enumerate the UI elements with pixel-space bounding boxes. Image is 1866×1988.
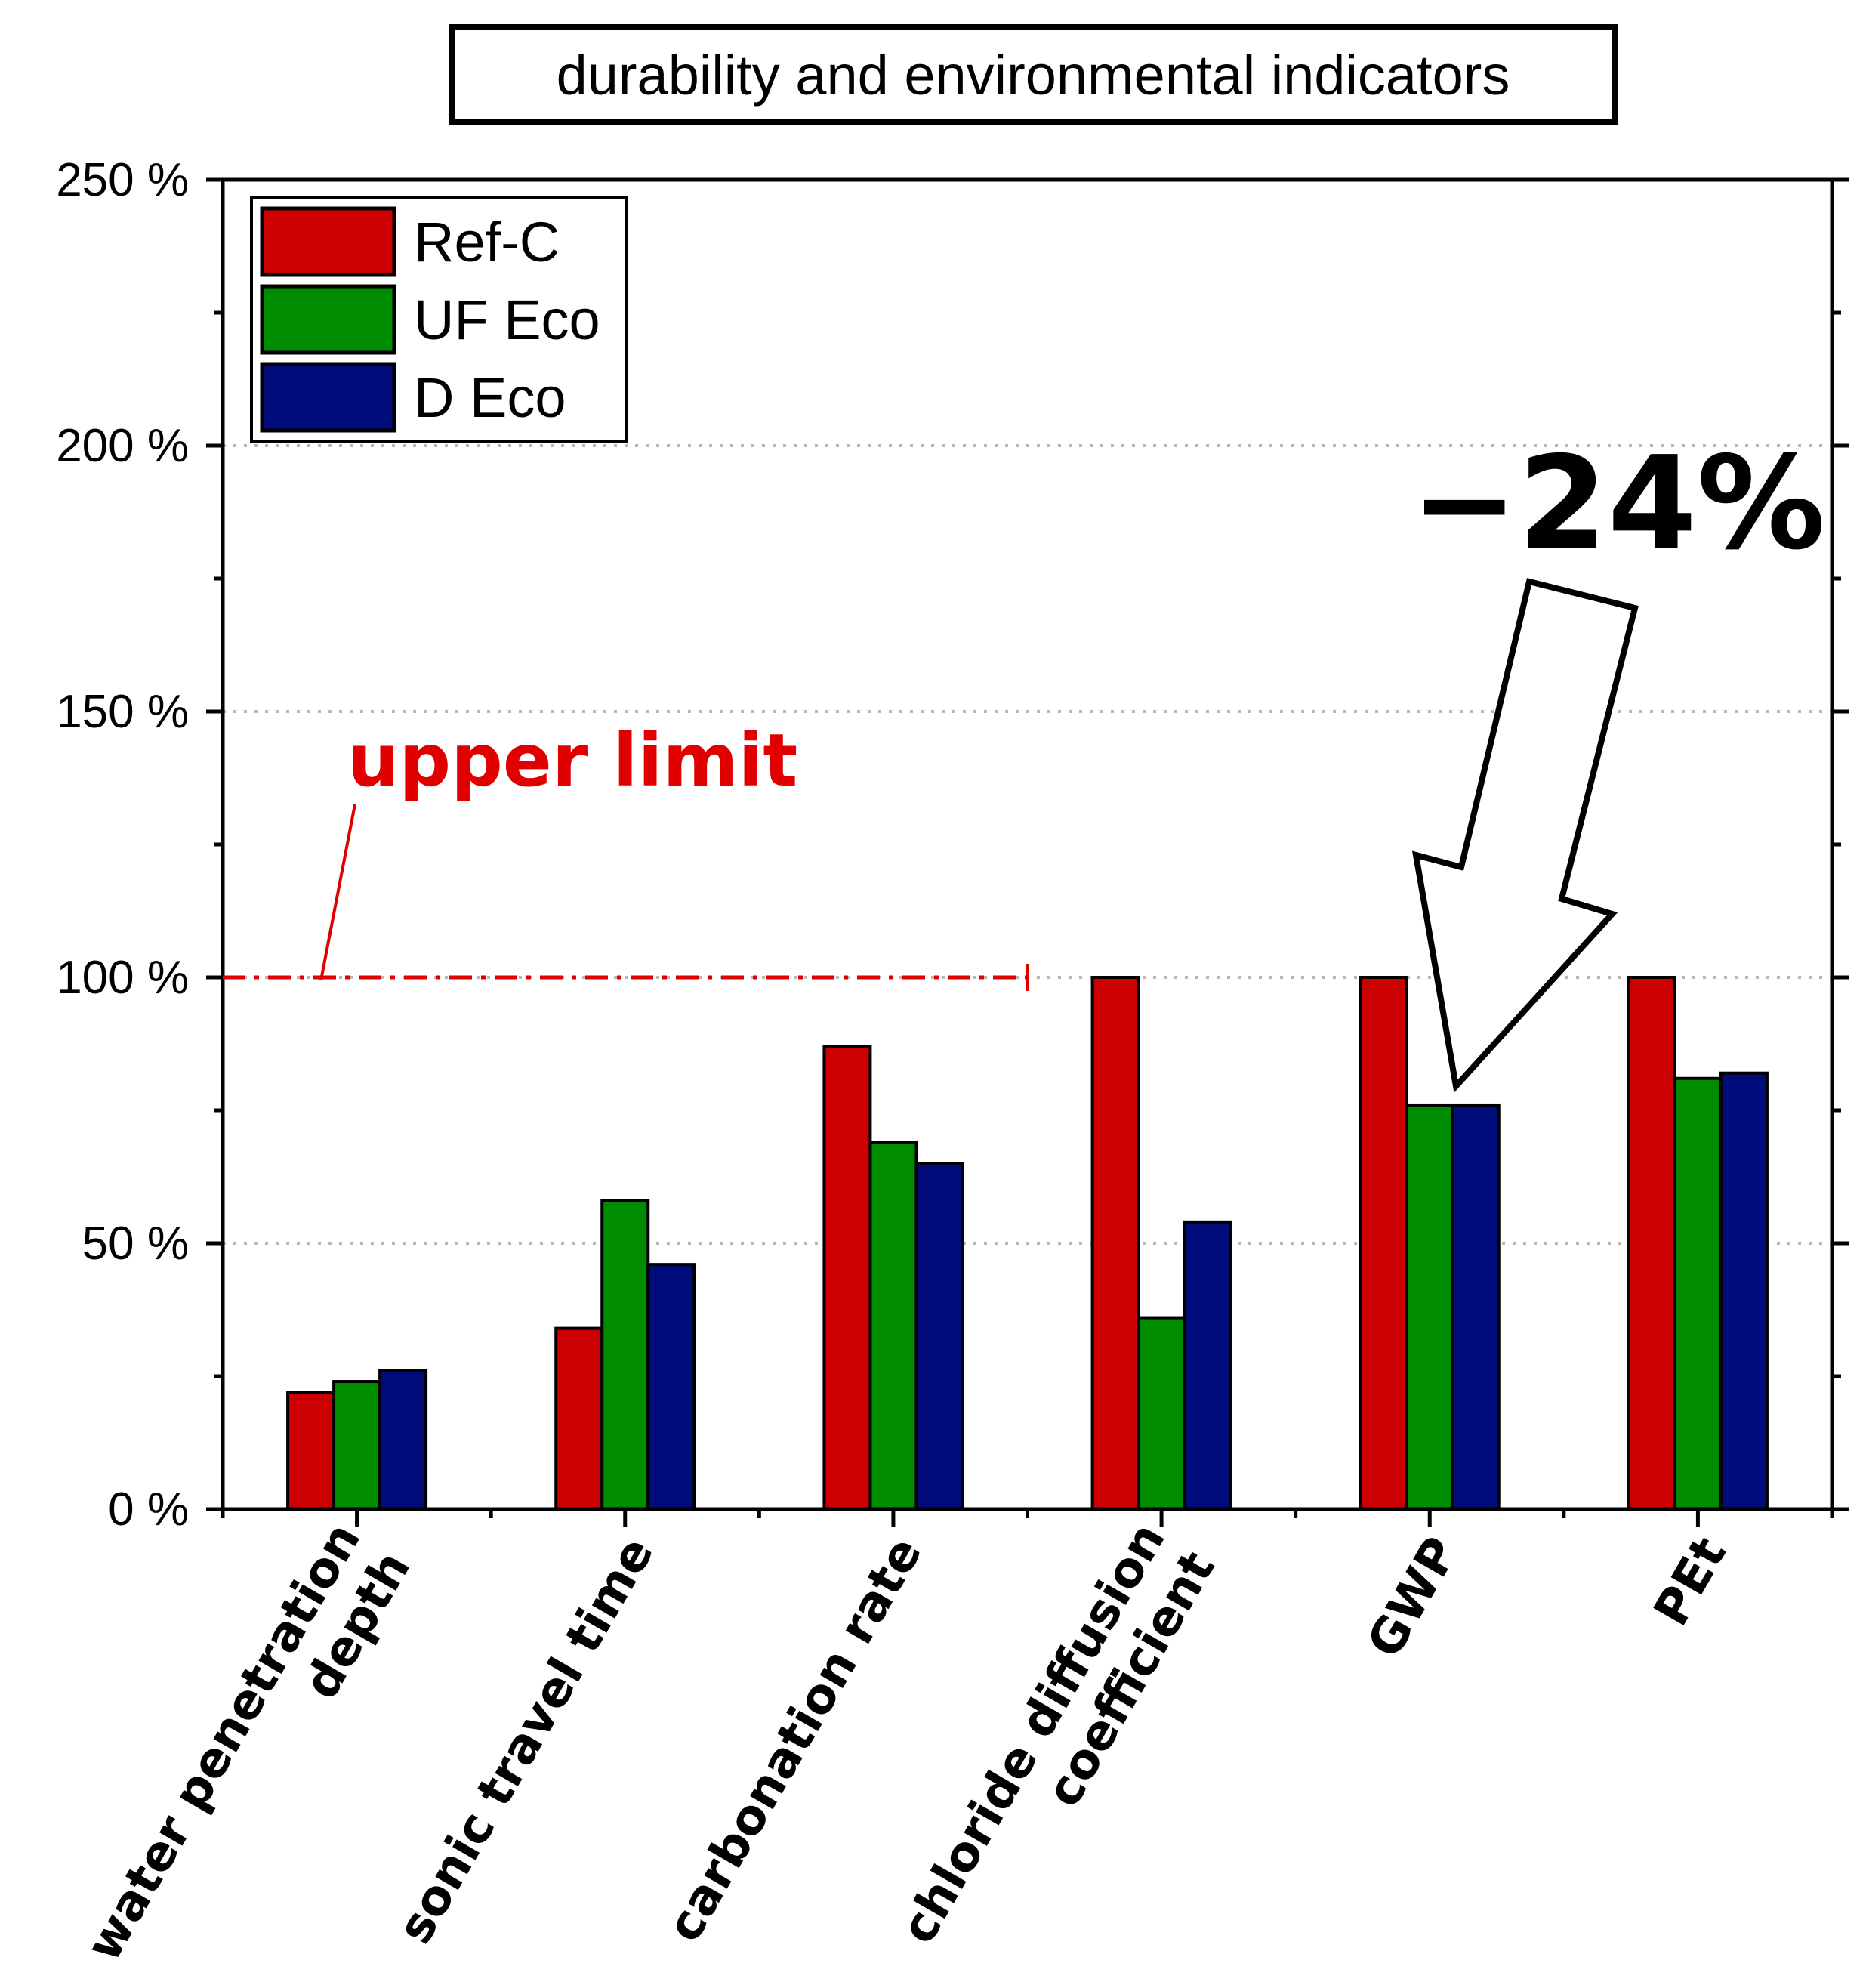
legend-label: UF Eco	[414, 289, 600, 351]
legend-swatch	[260, 206, 396, 277]
title-box	[449, 24, 1618, 125]
bar-uf-eco	[600, 1199, 650, 1511]
legend-label: D Eco	[414, 366, 566, 429]
x-category-label: sonic travel time	[387, 1528, 665, 1953]
reduction-label: −24%	[1411, 429, 1825, 579]
bar-ref-c	[1359, 976, 1408, 1511]
x-category-label: PEt	[1643, 1528, 1738, 1635]
chart-title: durability and environmental indicators	[557, 44, 1510, 106]
legend-swatch	[260, 284, 396, 355]
bar-ref-c	[822, 1045, 872, 1511]
y-tick-label: 50 %	[82, 1218, 189, 1270]
bar-ref-c	[554, 1326, 604, 1511]
bar-uf-eco	[1137, 1316, 1186, 1511]
bar-uf-eco	[1673, 1076, 1723, 1511]
y-tick-label: 100 %	[56, 952, 189, 1004]
y-tick-label: 200 %	[56, 420, 189, 472]
bar-ref-c	[1627, 976, 1676, 1511]
x-category-label: carbonation rate	[656, 1528, 933, 1951]
reduction-arrow-icon	[1411, 578, 1639, 1093]
bar-d-eco	[646, 1263, 696, 1511]
bar-uf-eco	[332, 1380, 382, 1511]
bar-d-eco	[378, 1369, 428, 1511]
x-category-label: water penetration	[76, 1514, 372, 1971]
bar-d-eco	[1183, 1220, 1232, 1511]
bar-ref-c	[286, 1391, 336, 1511]
bar-d-eco	[914, 1162, 964, 1511]
y-tick-label: 250 %	[56, 154, 189, 206]
x-category-label: GWP	[1357, 1528, 1470, 1667]
y-tick-label: 0 %	[108, 1483, 189, 1536]
upper-limit-leader	[319, 804, 356, 981]
bar-d-eco	[1719, 1071, 1769, 1511]
bar-ref-c	[1090, 976, 1140, 1511]
y-tick-label: 150 %	[56, 686, 189, 738]
bar-d-eco	[1451, 1103, 1501, 1511]
bar-uf-eco	[1405, 1103, 1454, 1511]
upper-limit-label: upper limit	[347, 718, 797, 803]
legend-label: Ref-C	[414, 211, 560, 273]
x-category-label: chloride diffusion	[890, 1514, 1177, 1953]
bar-uf-eco	[868, 1141, 918, 1511]
legend-swatch	[260, 362, 396, 433]
